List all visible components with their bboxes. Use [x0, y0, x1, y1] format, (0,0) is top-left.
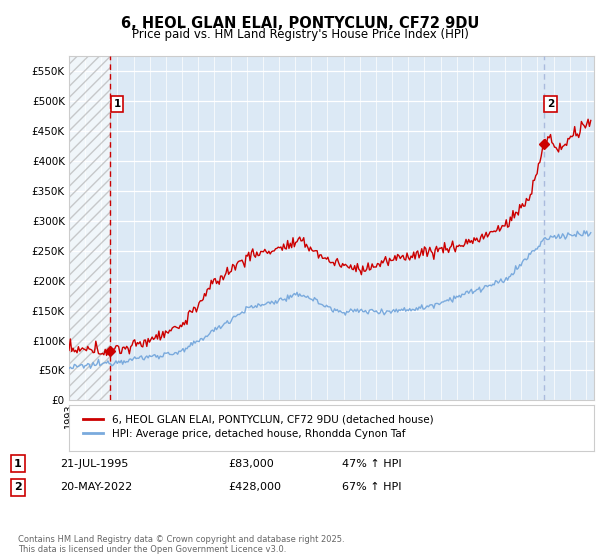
Text: 2: 2 — [547, 99, 554, 109]
Text: 1: 1 — [113, 99, 121, 109]
Text: 21-JUL-1995: 21-JUL-1995 — [60, 459, 128, 469]
Text: 2: 2 — [14, 482, 22, 492]
Text: 67% ↑ HPI: 67% ↑ HPI — [342, 482, 401, 492]
Text: Price paid vs. HM Land Registry's House Price Index (HPI): Price paid vs. HM Land Registry's House … — [131, 28, 469, 41]
Text: 47% ↑ HPI: 47% ↑ HPI — [342, 459, 401, 469]
Text: £83,000: £83,000 — [228, 459, 274, 469]
Bar — [69, 56, 110, 400]
Text: 6, HEOL GLAN ELAI, PONTYCLUN, CF72 9DU: 6, HEOL GLAN ELAI, PONTYCLUN, CF72 9DU — [121, 16, 479, 31]
Text: £428,000: £428,000 — [228, 482, 281, 492]
Text: 1: 1 — [14, 459, 22, 469]
Legend: 6, HEOL GLAN ELAI, PONTYCLUN, CF72 9DU (detached house), HPI: Average price, det: 6, HEOL GLAN ELAI, PONTYCLUN, CF72 9DU (… — [79, 412, 437, 442]
Text: 20-MAY-2022: 20-MAY-2022 — [60, 482, 132, 492]
Text: Contains HM Land Registry data © Crown copyright and database right 2025.
This d: Contains HM Land Registry data © Crown c… — [18, 535, 344, 554]
